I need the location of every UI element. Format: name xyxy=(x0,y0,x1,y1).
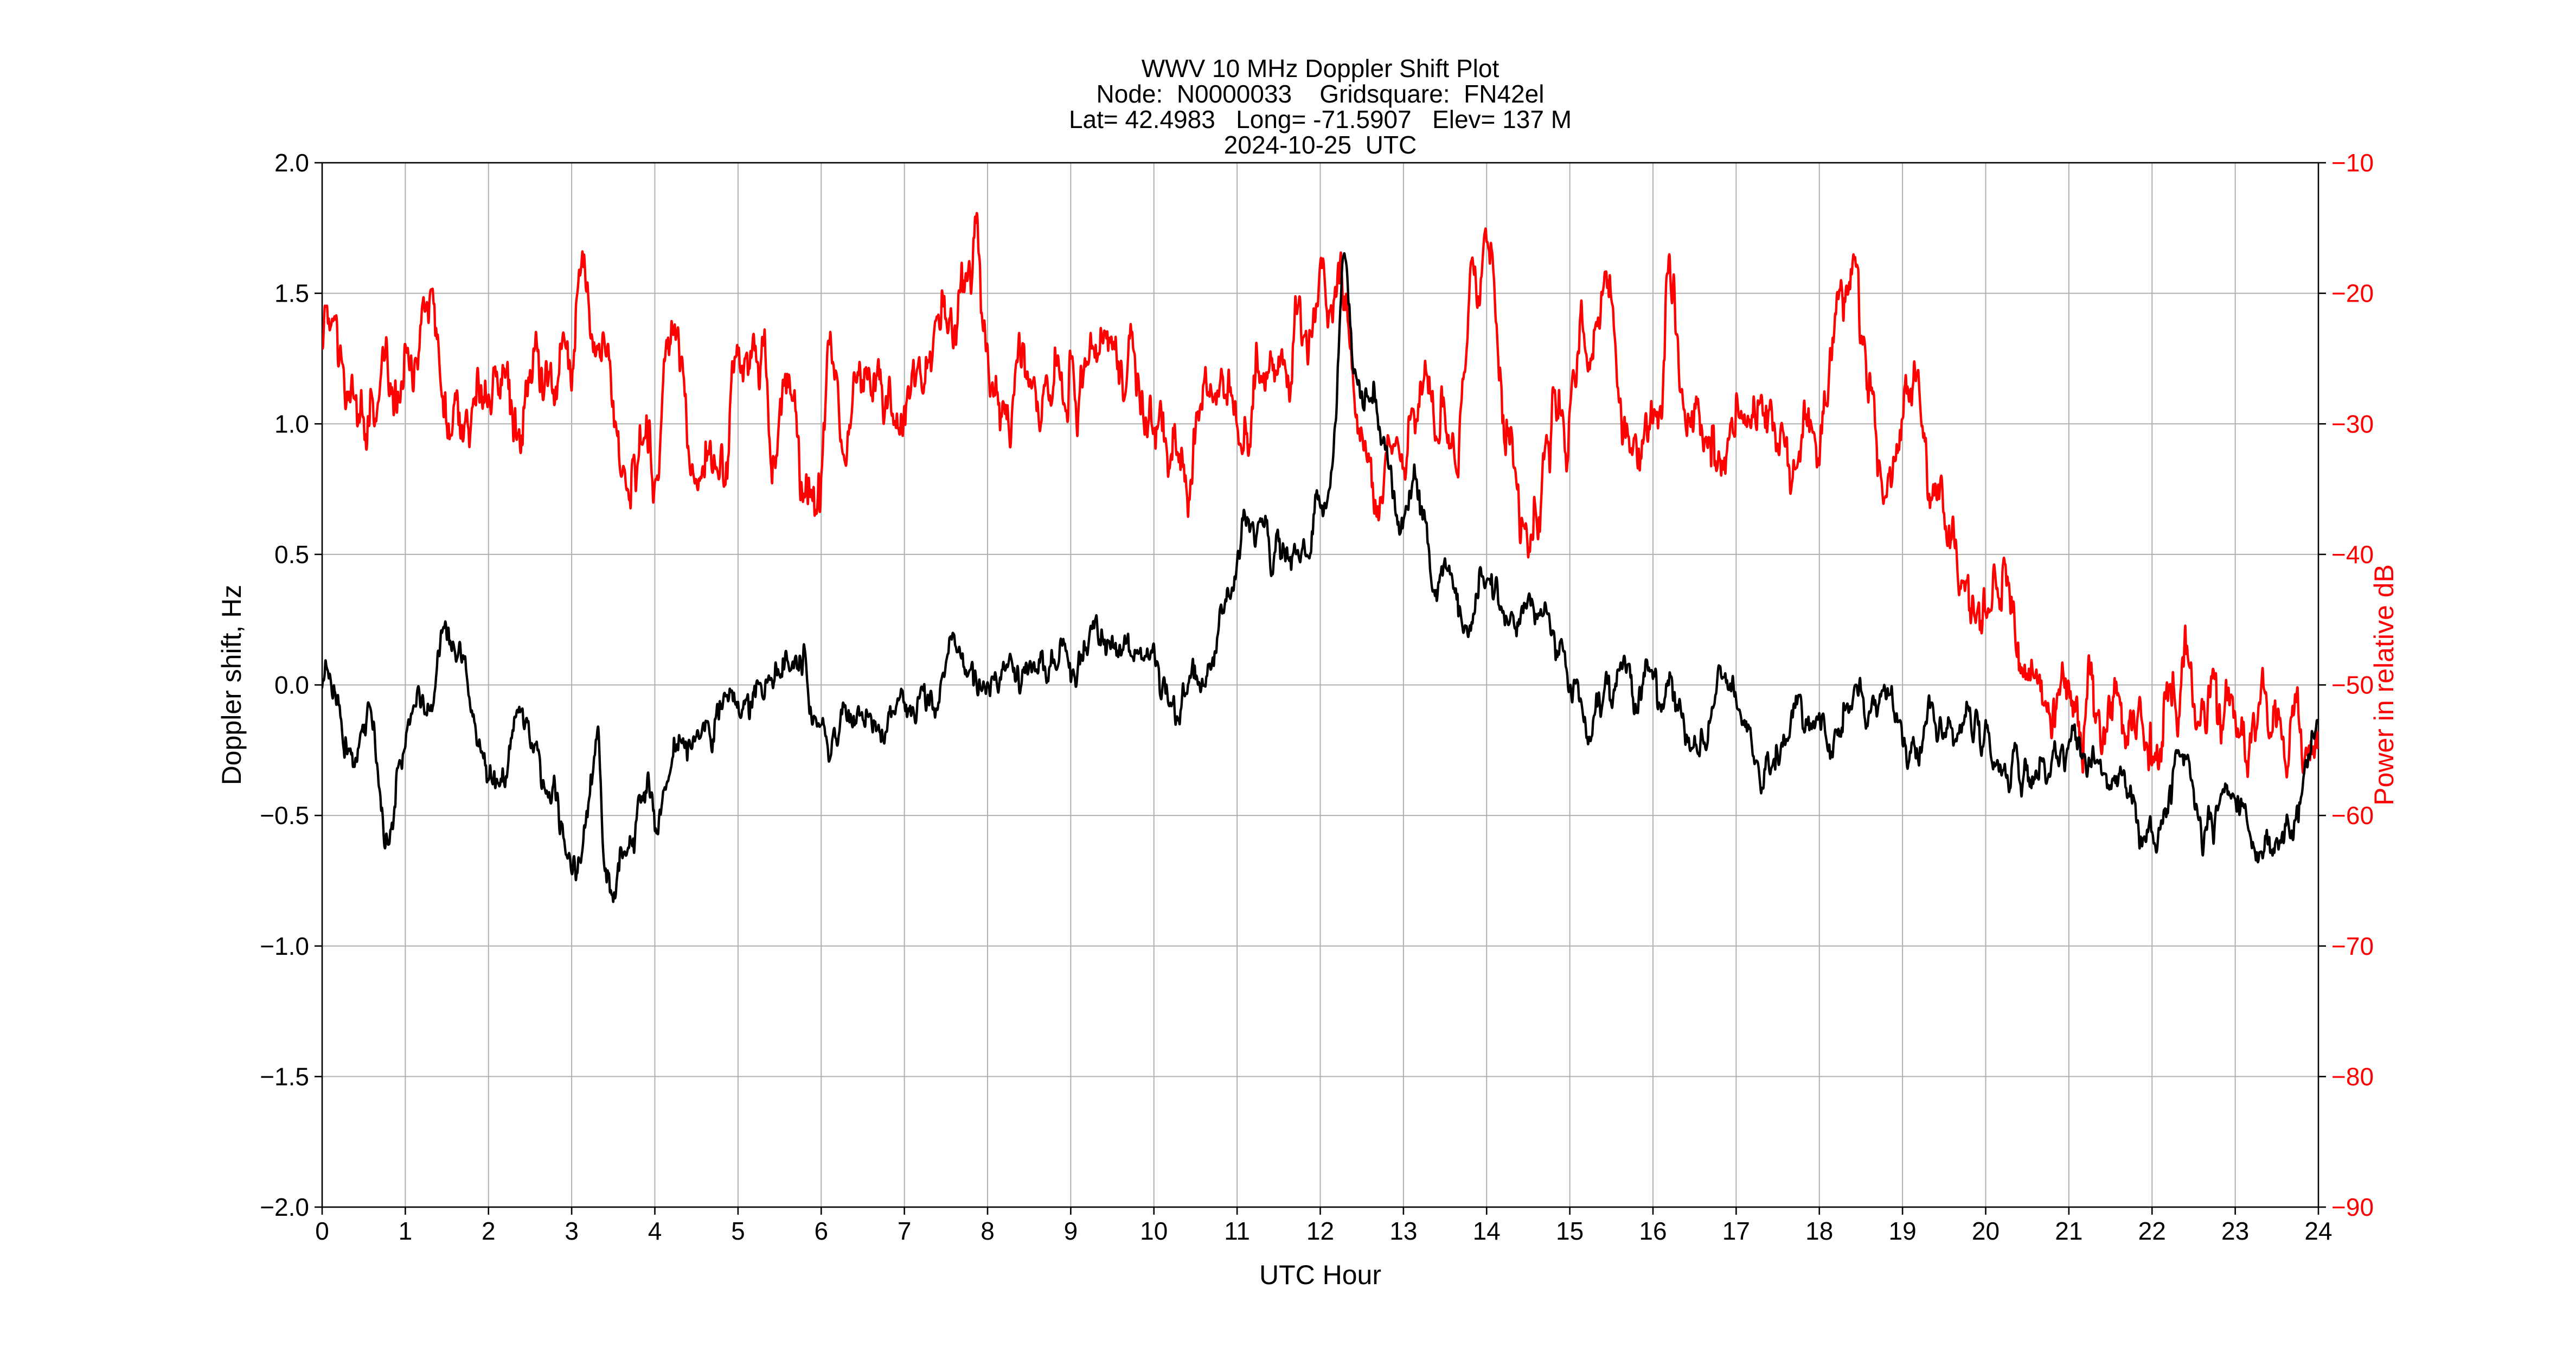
svg-text:−70: −70 xyxy=(2331,932,2374,960)
svg-text:UTC Hour: UTC Hour xyxy=(1259,1260,1381,1290)
svg-text:19: 19 xyxy=(1889,1217,1917,1245)
svg-text:Lat= 42.4983 Long= -71.5907: Lat= 42.4983 Long= -71.5907 Elev= 137 M xyxy=(1069,105,1572,133)
svg-text:−1.0: −1.0 xyxy=(260,932,309,960)
svg-text:Power in relative dB: Power in relative dB xyxy=(2369,564,2399,806)
svg-text:−2.0: −2.0 xyxy=(260,1193,309,1221)
svg-text:3: 3 xyxy=(565,1217,579,1245)
svg-text:22: 22 xyxy=(2138,1217,2166,1245)
svg-text:9: 9 xyxy=(1064,1217,1078,1245)
svg-text:14: 14 xyxy=(1473,1217,1501,1245)
svg-text:18: 18 xyxy=(1805,1217,1833,1245)
svg-text:11: 11 xyxy=(1224,1217,1250,1245)
svg-text:Doppler shift, Hz: Doppler shift, Hz xyxy=(216,585,247,786)
svg-text:15: 15 xyxy=(1556,1217,1584,1245)
svg-text:16: 16 xyxy=(1639,1217,1667,1245)
svg-text:23: 23 xyxy=(2221,1217,2249,1245)
svg-text:−80: −80 xyxy=(2331,1062,2374,1090)
svg-text:1: 1 xyxy=(399,1217,413,1245)
svg-text:1.5: 1.5 xyxy=(274,279,309,308)
svg-text:WWV 10 MHz Doppler Shift Plot: WWV 10 MHz Doppler Shift Plot xyxy=(1142,54,1500,82)
svg-text:−40: −40 xyxy=(2331,540,2374,569)
svg-text:8: 8 xyxy=(981,1217,995,1245)
svg-text:−0.5: −0.5 xyxy=(260,801,309,830)
svg-text:2.0: 2.0 xyxy=(274,149,309,177)
svg-text:10: 10 xyxy=(1140,1217,1168,1245)
svg-text:−20: −20 xyxy=(2331,279,2374,308)
svg-text:5: 5 xyxy=(731,1217,745,1245)
svg-text:−60: −60 xyxy=(2331,801,2374,830)
svg-text:−90: −90 xyxy=(2331,1193,2374,1221)
svg-text:−50: −50 xyxy=(2331,671,2374,699)
svg-text:4: 4 xyxy=(648,1217,662,1245)
svg-text:13: 13 xyxy=(1389,1217,1417,1245)
svg-text:−1.5: −1.5 xyxy=(260,1062,309,1090)
svg-text:0.0: 0.0 xyxy=(274,671,309,699)
svg-text:12: 12 xyxy=(1306,1217,1334,1245)
svg-text:21: 21 xyxy=(2055,1217,2082,1245)
svg-text:−10: −10 xyxy=(2331,149,2374,177)
svg-text:7: 7 xyxy=(898,1217,912,1245)
svg-text:6: 6 xyxy=(814,1217,828,1245)
svg-text:20: 20 xyxy=(1972,1217,2000,1245)
svg-text:1.0: 1.0 xyxy=(274,410,309,438)
svg-text:0.5: 0.5 xyxy=(274,540,309,569)
svg-text:0: 0 xyxy=(315,1217,329,1245)
svg-text:2024-10-25 UTC: 2024-10-25 UTC xyxy=(1224,131,1417,159)
svg-text:Node: N0000033 Gridsquare:: Node: N0000033 Gridsquare: FN42el xyxy=(1097,80,1545,108)
svg-text:−30: −30 xyxy=(2331,410,2374,438)
svg-text:24: 24 xyxy=(2304,1217,2332,1245)
svg-text:17: 17 xyxy=(1722,1217,1750,1245)
svg-text:2: 2 xyxy=(482,1217,496,1245)
